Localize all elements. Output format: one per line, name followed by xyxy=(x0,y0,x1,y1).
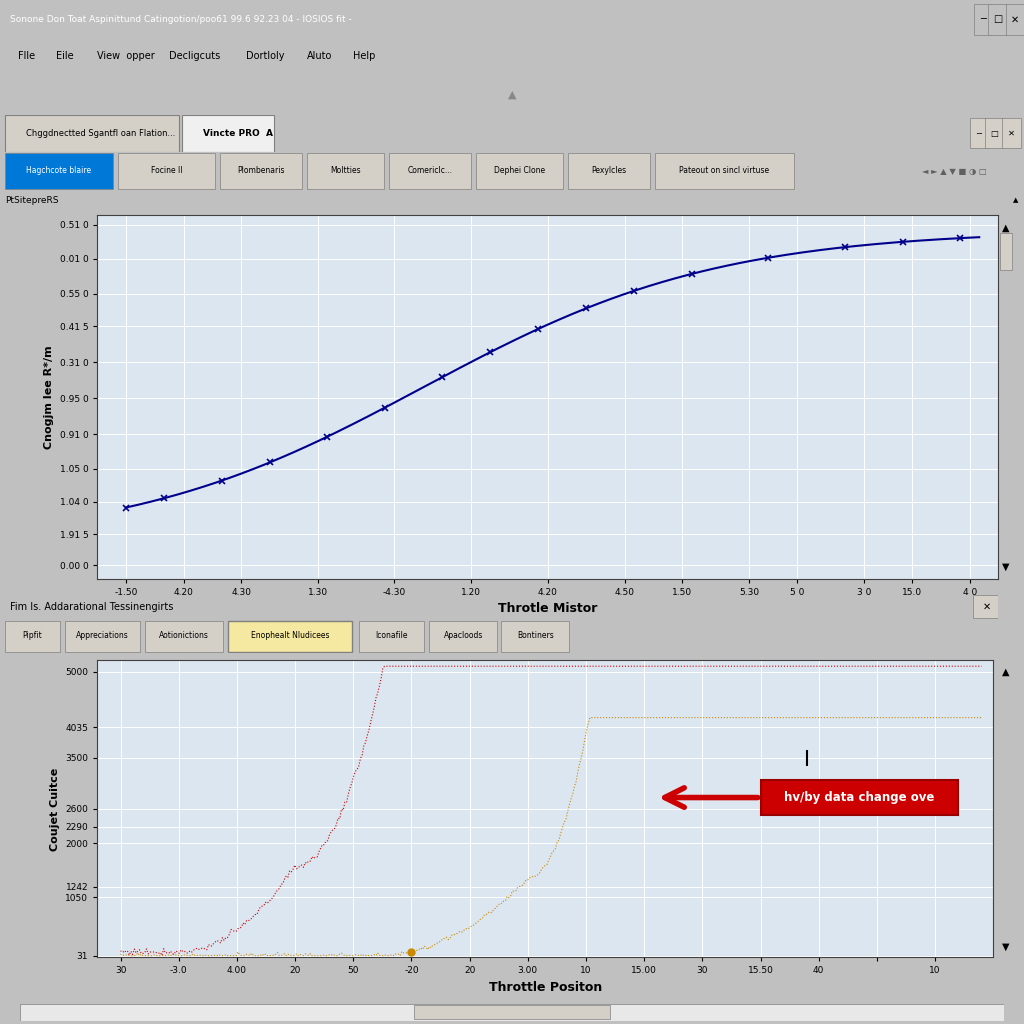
Text: ◄ ► ▲ ▼ ■ ◑ □: ◄ ► ▲ ▼ ■ ◑ □ xyxy=(922,167,986,175)
Text: ▲: ▲ xyxy=(1002,222,1010,232)
Bar xyxy=(220,154,302,188)
Text: ─: ─ xyxy=(980,14,986,25)
Bar xyxy=(1006,4,1024,35)
Bar xyxy=(970,119,988,147)
Bar xyxy=(1002,119,1021,147)
Bar xyxy=(5,115,179,152)
Text: Hagchcote bIaire: Hagchcote bIaire xyxy=(27,166,91,175)
FancyBboxPatch shape xyxy=(761,780,958,815)
Text: □: □ xyxy=(992,14,1002,25)
Bar xyxy=(5,154,113,188)
Bar xyxy=(985,119,1004,147)
Bar xyxy=(568,154,650,188)
Text: Chggdnectted Sgantfl oan Flation...: Chggdnectted Sgantfl oan Flation... xyxy=(26,129,175,137)
Text: Apacloods: Apacloods xyxy=(443,631,483,640)
Bar xyxy=(65,622,139,651)
Bar xyxy=(429,622,498,651)
Text: Appreciations: Appreciations xyxy=(76,631,129,640)
Text: Eile: Eile xyxy=(56,51,74,61)
Text: View  opper: View opper xyxy=(97,51,155,61)
Text: Pipfit: Pipfit xyxy=(23,631,42,640)
Text: ─: ─ xyxy=(977,129,981,137)
Text: Plombenaris: Plombenaris xyxy=(238,166,285,175)
Text: Enophealt Nludicees: Enophealt Nludicees xyxy=(251,631,330,640)
Bar xyxy=(999,233,1012,269)
X-axis label: Throttle Positon: Throttle Positon xyxy=(488,981,602,994)
Y-axis label: Cnogjm Iee R*/m: Cnogjm Iee R*/m xyxy=(44,345,54,449)
Text: Bontiners: Bontiners xyxy=(517,631,554,640)
Bar xyxy=(5,622,59,651)
Text: Decligcuts: Decligcuts xyxy=(169,51,220,61)
Bar xyxy=(227,622,352,651)
Bar xyxy=(476,154,563,188)
Bar xyxy=(182,115,274,152)
Text: Fim Is. Addarational Tessinengirts: Fim Is. Addarational Tessinengirts xyxy=(10,602,173,611)
Text: Dortloly: Dortloly xyxy=(246,51,285,61)
Text: hv/by data change ove: hv/by data change ove xyxy=(784,791,935,804)
Text: ✕: ✕ xyxy=(1009,129,1015,137)
Text: Moltties: Moltties xyxy=(331,166,360,175)
Text: ▲: ▲ xyxy=(1014,198,1019,203)
Text: Help: Help xyxy=(353,51,376,61)
Text: Sonone Don Toat Aspinittund Catingotion/poo61 99.6 92.23 04 - IOSIOS fit -: Sonone Don Toat Aspinittund Catingotion/… xyxy=(10,15,352,24)
Text: Focine II: Focine II xyxy=(151,166,182,175)
Text: PtSitepreRS: PtSitepreRS xyxy=(5,196,58,205)
Bar xyxy=(974,595,998,618)
Text: ▲: ▲ xyxy=(508,89,516,99)
Y-axis label: Coujet Cuitce: Coujet Cuitce xyxy=(50,767,59,851)
Text: ▼: ▼ xyxy=(1002,941,1010,951)
Text: ✕: ✕ xyxy=(1011,14,1019,25)
Bar xyxy=(974,4,992,35)
Bar xyxy=(359,622,424,651)
Text: ✕: ✕ xyxy=(982,602,990,611)
Text: Aluto: Aluto xyxy=(307,51,333,61)
Text: Pexylcles: Pexylcles xyxy=(592,166,627,175)
Bar xyxy=(501,622,569,651)
Bar xyxy=(389,154,471,188)
X-axis label: Throtle Mistor: Throtle Mistor xyxy=(498,602,598,615)
Text: □: □ xyxy=(990,129,998,137)
Bar xyxy=(307,154,384,188)
Bar xyxy=(655,154,794,188)
Text: Comericlc...: Comericlc... xyxy=(408,166,453,175)
Bar xyxy=(144,622,222,651)
Text: ▼: ▼ xyxy=(1002,561,1010,571)
Text: ▲: ▲ xyxy=(1002,667,1010,677)
Bar xyxy=(118,154,215,188)
Text: Vincte PRO  A: Vincte PRO A xyxy=(203,129,272,137)
Bar xyxy=(414,1006,610,1019)
Bar xyxy=(988,4,1007,35)
Text: Pateout on sincl virtuse: Pateout on sincl virtuse xyxy=(679,166,770,175)
Text: Iconafile: Iconafile xyxy=(376,631,409,640)
Text: Flle: Flle xyxy=(18,51,36,61)
Text: Aotionictions: Aotionictions xyxy=(159,631,209,640)
Text: Dephei Clone: Dephei Clone xyxy=(495,166,545,175)
